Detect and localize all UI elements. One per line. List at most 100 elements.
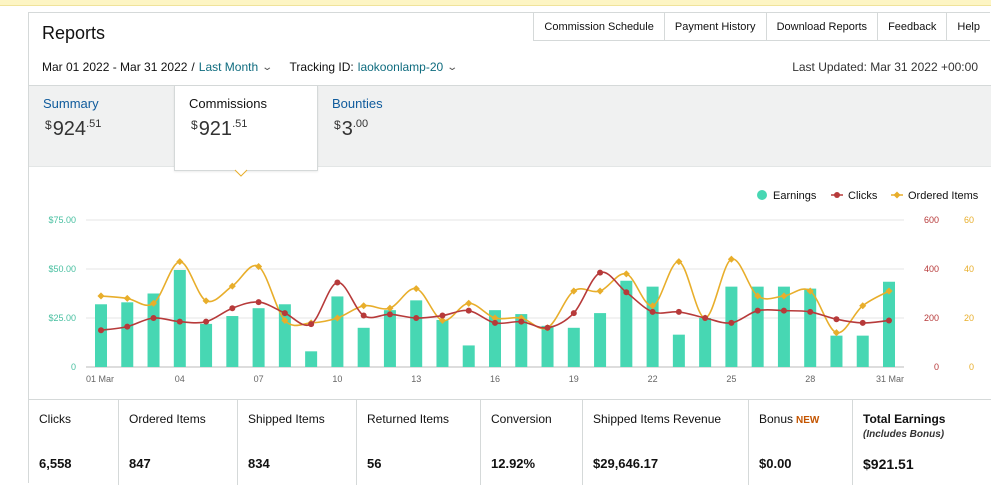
- y-right-items-tick-label: 40: [964, 264, 974, 274]
- stat-value: 56: [367, 456, 382, 471]
- chevron-down-icon[interactable]: ⌄: [261, 61, 274, 73]
- clicks-point: [780, 307, 787, 314]
- clicks-point: [98, 327, 104, 334]
- clicks-point: [649, 308, 656, 315]
- stat-shipped-items-revenue: Shipped Items Revenue $29,646.17: [583, 400, 749, 485]
- earnings-bar: [672, 334, 685, 367]
- ordered-items-point: [859, 302, 867, 310]
- ordered-items-point: [386, 304, 394, 312]
- range-separator: /: [191, 60, 195, 74]
- y-right-items-tick-label: 20: [964, 313, 974, 323]
- last-updated: Last Updated: Mar 31 2022 +00:00: [792, 60, 978, 74]
- earnings-bar: [725, 286, 738, 367]
- ordered-items-point: [622, 270, 630, 278]
- tab-summary[interactable]: Summary $924.51: [29, 86, 174, 168]
- ordered-items-point: [465, 299, 473, 307]
- earnings-bar: [699, 318, 712, 367]
- ordered-items-point: [806, 287, 814, 295]
- earnings-bar: [383, 310, 396, 367]
- y-right-clicks-tick-label: 0: [934, 362, 939, 372]
- ordered-items-point: [202, 297, 210, 305]
- clicks-point: [176, 318, 183, 325]
- earnings-bar: [830, 335, 843, 367]
- legend-ordered-items-marker: [893, 191, 901, 199]
- ordered-items-point: [727, 255, 735, 263]
- tab-amount: $3.00: [334, 118, 369, 140]
- chevron-down-icon[interactable]: ⌄: [446, 61, 459, 73]
- commissions-chart: 0 $25.00 $50.00 $75.00 0 200 400 600 0 20 40 60 01 M…: [48, 190, 979, 384]
- earnings-bar: [515, 314, 528, 367]
- clicks-point: [413, 315, 420, 321]
- clicks-point: [570, 310, 577, 317]
- stat-label: Shipped Items Revenue: [593, 412, 722, 426]
- clicks-point: [492, 319, 498, 326]
- stat-label: Total Earnings: [863, 412, 946, 426]
- clicks-point: [623, 289, 630, 296]
- y-right-clicks-tick-label: 600: [924, 215, 939, 225]
- clicks-point: [544, 324, 551, 331]
- clicks-point: [675, 308, 682, 315]
- earnings-bar: [567, 327, 580, 367]
- clicks-point: [334, 279, 341, 286]
- stat-label: Conversion: [491, 412, 552, 426]
- payment-history-link[interactable]: Payment History: [663, 13, 766, 41]
- clicks-point: [360, 312, 367, 319]
- earnings-bar: [489, 310, 501, 367]
- ordered-items-point: [255, 263, 263, 271]
- earnings-bar: [541, 325, 554, 367]
- ordered-items-point: [570, 287, 578, 295]
- feedback-link[interactable]: Feedback: [877, 13, 947, 41]
- earnings-bar: [147, 293, 160, 367]
- active-tab-caret: [234, 169, 248, 177]
- x-tick-label: 13: [411, 374, 421, 384]
- x-tick-label: 04: [175, 374, 185, 384]
- clicks-point: [886, 317, 892, 324]
- earnings-bar: [436, 319, 449, 367]
- legend-clicks-label: Clicks: [848, 190, 878, 202]
- clicks-point: [754, 307, 761, 314]
- ordered-items-point: [491, 314, 499, 322]
- help-link[interactable]: Help: [946, 13, 990, 41]
- y-right-clicks-tick-label: 400: [924, 264, 939, 274]
- stat-label: Bonus NEW: [759, 412, 820, 426]
- x-tick-label: 19: [569, 374, 579, 384]
- tracking-label: Tracking ID:: [289, 60, 354, 74]
- tab-label: Bounties: [332, 96, 383, 111]
- ordered-items-point: [123, 294, 131, 302]
- earnings-bar: [305, 351, 318, 367]
- clicks-point: [518, 318, 525, 325]
- clicks-point: [597, 269, 604, 276]
- earnings-bar: [751, 286, 764, 367]
- tab-commissions[interactable]: Commissions $921.51: [174, 86, 318, 171]
- ordered-items-point: [596, 287, 604, 295]
- legend-clicks-marker: [834, 192, 840, 198]
- tab-bounties[interactable]: Bounties $3.00: [318, 86, 463, 168]
- x-tick-label: 01 Mar: [86, 374, 114, 384]
- x-tick-label: 07: [254, 374, 264, 384]
- tracking-id-dropdown[interactable]: laokoonlamp-20: [357, 60, 444, 74]
- y-left-tick-label: $75.00: [48, 215, 76, 225]
- clicks-point: [386, 311, 393, 318]
- ordered-items-point: [176, 258, 184, 266]
- stat-value: $921.51: [863, 456, 914, 472]
- y-left-tick-label: $50.00: [48, 264, 76, 274]
- x-tick-label: 22: [648, 374, 658, 384]
- y-right-items-tick-label: 60: [964, 215, 974, 225]
- legend-ordered-items-label: Ordered Items: [908, 190, 979, 202]
- commission-schedule-link[interactable]: Commission Schedule: [533, 13, 664, 41]
- legend-earnings-marker: [757, 190, 767, 200]
- stat-total-earnings: Total Earnings (Includes Bonus) $921.51: [853, 400, 991, 485]
- clicks-point: [150, 315, 157, 321]
- report-tabs: Summary $924.51 Commissions $921.51 Boun…: [29, 85, 991, 171]
- ordered-items-point: [754, 292, 762, 300]
- stat-clicks: Clicks 6,558: [29, 400, 119, 485]
- download-reports-link[interactable]: Download Reports: [765, 13, 878, 41]
- y-right-clicks-tick-label: 200: [924, 313, 939, 323]
- range-option-dropdown[interactable]: Last Month: [198, 60, 259, 74]
- clicks-point: [439, 312, 446, 319]
- stat-value: 847: [129, 456, 151, 471]
- earnings-bar: [95, 304, 107, 367]
- earnings-bar: [173, 269, 186, 367]
- ordered-items-point: [228, 282, 236, 290]
- x-tick-label: 25: [726, 374, 736, 384]
